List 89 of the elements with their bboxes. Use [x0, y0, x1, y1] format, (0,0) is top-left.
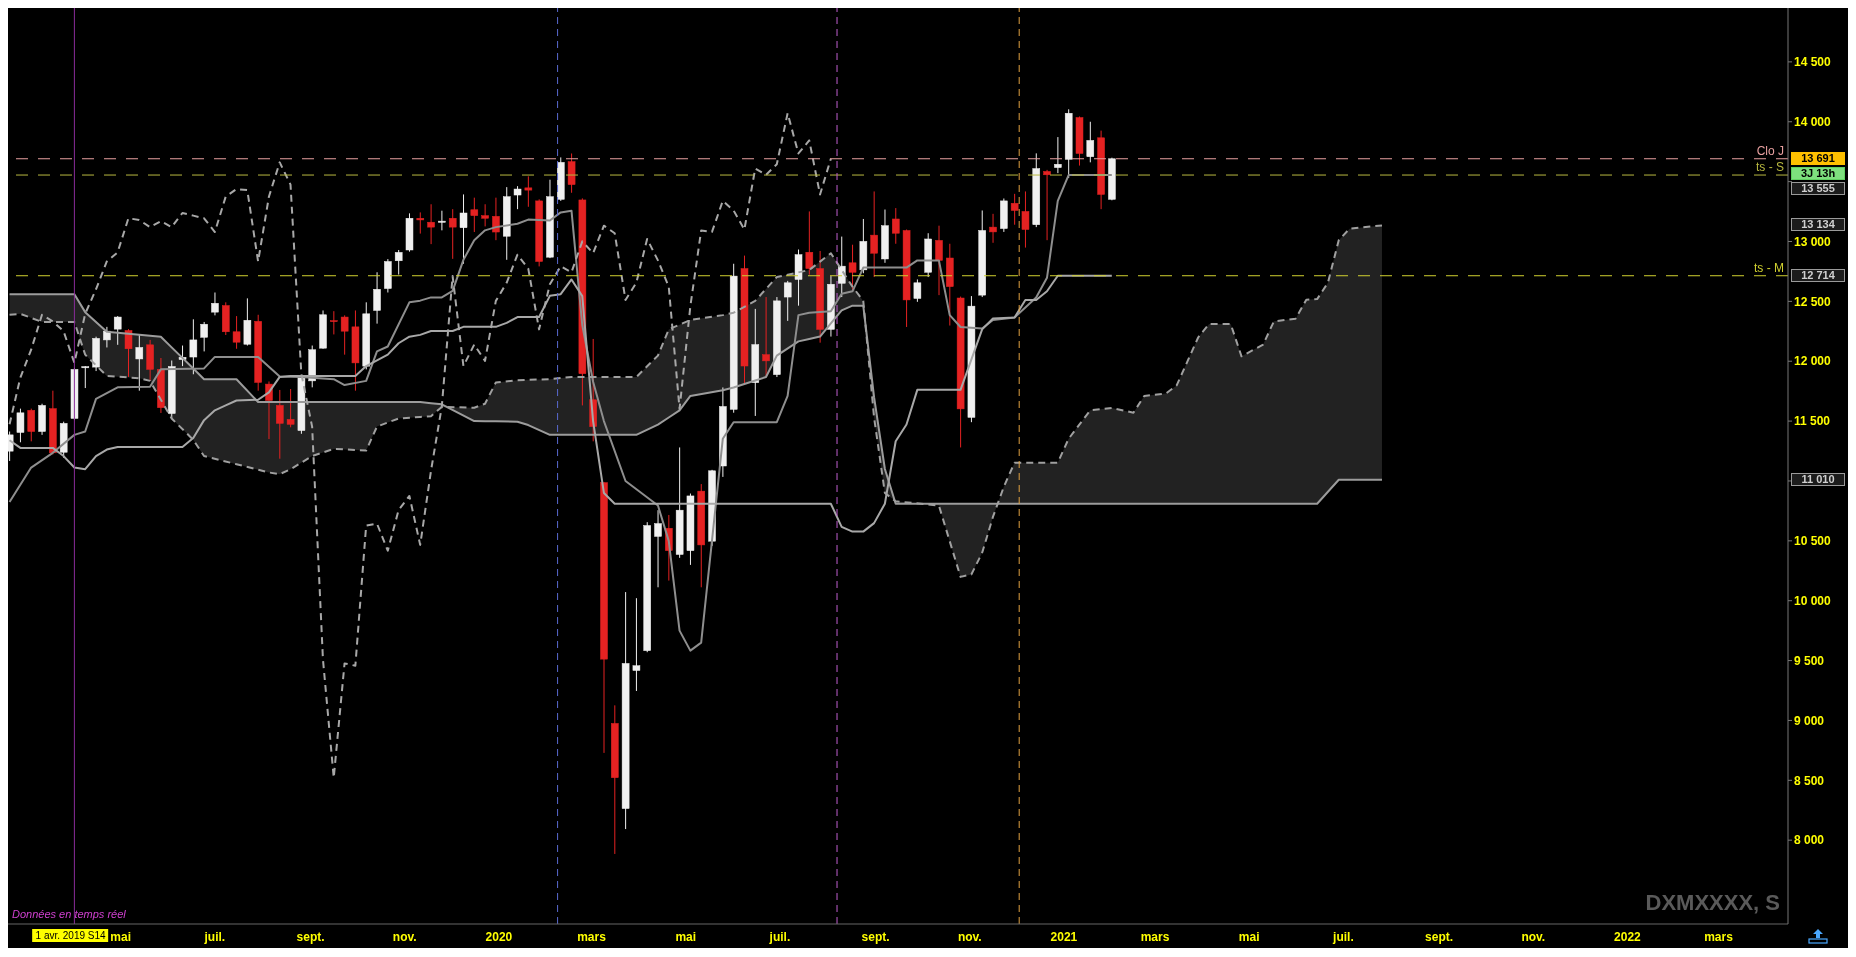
y-tick-label: 12 500: [1794, 294, 1832, 309]
candlestick: [1021, 190, 1030, 249]
x-tick-label: mars: [577, 929, 607, 944]
candlestick: [632, 597, 641, 692]
annotation: Données en temps réel: [12, 908, 126, 920]
candlestick: [427, 203, 435, 245]
candlestick: [1010, 193, 1019, 226]
candlestick: [211, 292, 219, 316]
candlestick: [200, 321, 208, 352]
candlestick: [113, 315, 122, 346]
y-tick-label: 14 500: [1794, 55, 1832, 70]
candlestick: [1086, 121, 1095, 163]
candlestick: [783, 280, 792, 322]
candlestick: [124, 328, 133, 378]
candlestick: [8, 431, 14, 462]
y-tick-label: 14 000: [1794, 115, 1832, 130]
candlestick: [459, 193, 468, 265]
annotation: DXMXXXX, S: [1645, 890, 1780, 916]
candlestick: [373, 271, 381, 325]
candlestick: [81, 365, 90, 389]
candlestick: [492, 197, 500, 241]
x-tick-label: juil.: [768, 929, 791, 944]
candlestick: [438, 210, 446, 231]
x-tick-label: mars: [1704, 929, 1734, 944]
candlestick: [935, 225, 943, 296]
candlestick: [481, 203, 489, 227]
candlestick: [448, 208, 457, 260]
y-tick-label: 10 500: [1794, 534, 1832, 549]
candlestick: [470, 197, 479, 233]
candlestick: [243, 297, 252, 347]
candlestick: [416, 211, 425, 235]
y-tick-label: 8 000: [1794, 833, 1825, 848]
x-tick-label: nov.: [1521, 929, 1546, 944]
text: 13 691: [1791, 151, 1845, 165]
candlestick: [27, 408, 35, 442]
x-tick-label: sept.: [296, 929, 325, 944]
x-tick-label: juil.: [203, 929, 226, 944]
text: 11 010: [1791, 472, 1845, 486]
x-tick-label: 2020: [485, 929, 513, 944]
text: 13 134: [1791, 218, 1845, 232]
x-tick-label: nov.: [957, 929, 982, 944]
candlestick: [513, 185, 522, 210]
ref-line-label: ts - S: [1755, 160, 1784, 175]
x-tick-label: nov.: [392, 929, 417, 944]
candlestick: [989, 213, 997, 244]
candlestick: [1054, 136, 1062, 174]
candlestick: [805, 210, 814, 276]
candlestick: [189, 318, 198, 375]
x-tick-label: mai: [1238, 929, 1260, 944]
ref-line-label: 1 avr. 2019 S14: [32, 929, 109, 942]
x-tick-label: juil.: [1332, 929, 1354, 944]
candlestick: [276, 389, 284, 460]
candlestick: [340, 314, 349, 356]
y-tick-label: 9 000: [1794, 713, 1825, 728]
y-tick-label: 13 000: [1794, 234, 1832, 249]
y-tick-label: 9 500: [1794, 653, 1825, 668]
x-tick-label: mai: [675, 929, 697, 944]
ref-line-label: ts - M: [1753, 260, 1784, 275]
candlestick: [913, 278, 922, 303]
y-tick-label: 12 000: [1794, 354, 1832, 369]
x-tick-label: mars: [1140, 929, 1170, 944]
x-tick-label: sept.: [861, 929, 890, 944]
candlestick: [394, 249, 403, 276]
candlestick: [524, 175, 533, 208]
candlestick: [870, 190, 878, 278]
candlestick: [232, 315, 241, 350]
candlestick: [135, 334, 144, 392]
y-tick-label: 11 500: [1794, 414, 1831, 429]
text: 13 555: [1791, 181, 1845, 195]
candlestick: [838, 236, 846, 298]
x-tick-label: sept.: [1425, 929, 1454, 944]
y-tick-label: 10 000: [1794, 593, 1832, 608]
line-series: [8, 174, 1113, 652]
text: 3J 13h: [1791, 166, 1845, 180]
candlestick: [1043, 169, 1051, 241]
y-tick-label: 8 500: [1794, 773, 1825, 788]
candlestick: [762, 296, 770, 377]
x-tick-label: 2022: [1614, 929, 1642, 944]
text: 12 714: [1791, 268, 1845, 282]
candlestick: [567, 152, 576, 194]
candlestick: [16, 408, 25, 443]
candlestick: [848, 244, 857, 292]
candlestick: [286, 388, 295, 428]
candlestick: [654, 509, 662, 588]
candlestick: [330, 310, 338, 335]
x-tick-label: mai: [110, 929, 132, 944]
ref-line-label: Clo J: [1755, 143, 1784, 158]
x-tick-label: 2021: [1050, 929, 1078, 944]
candlestick: [892, 207, 900, 245]
